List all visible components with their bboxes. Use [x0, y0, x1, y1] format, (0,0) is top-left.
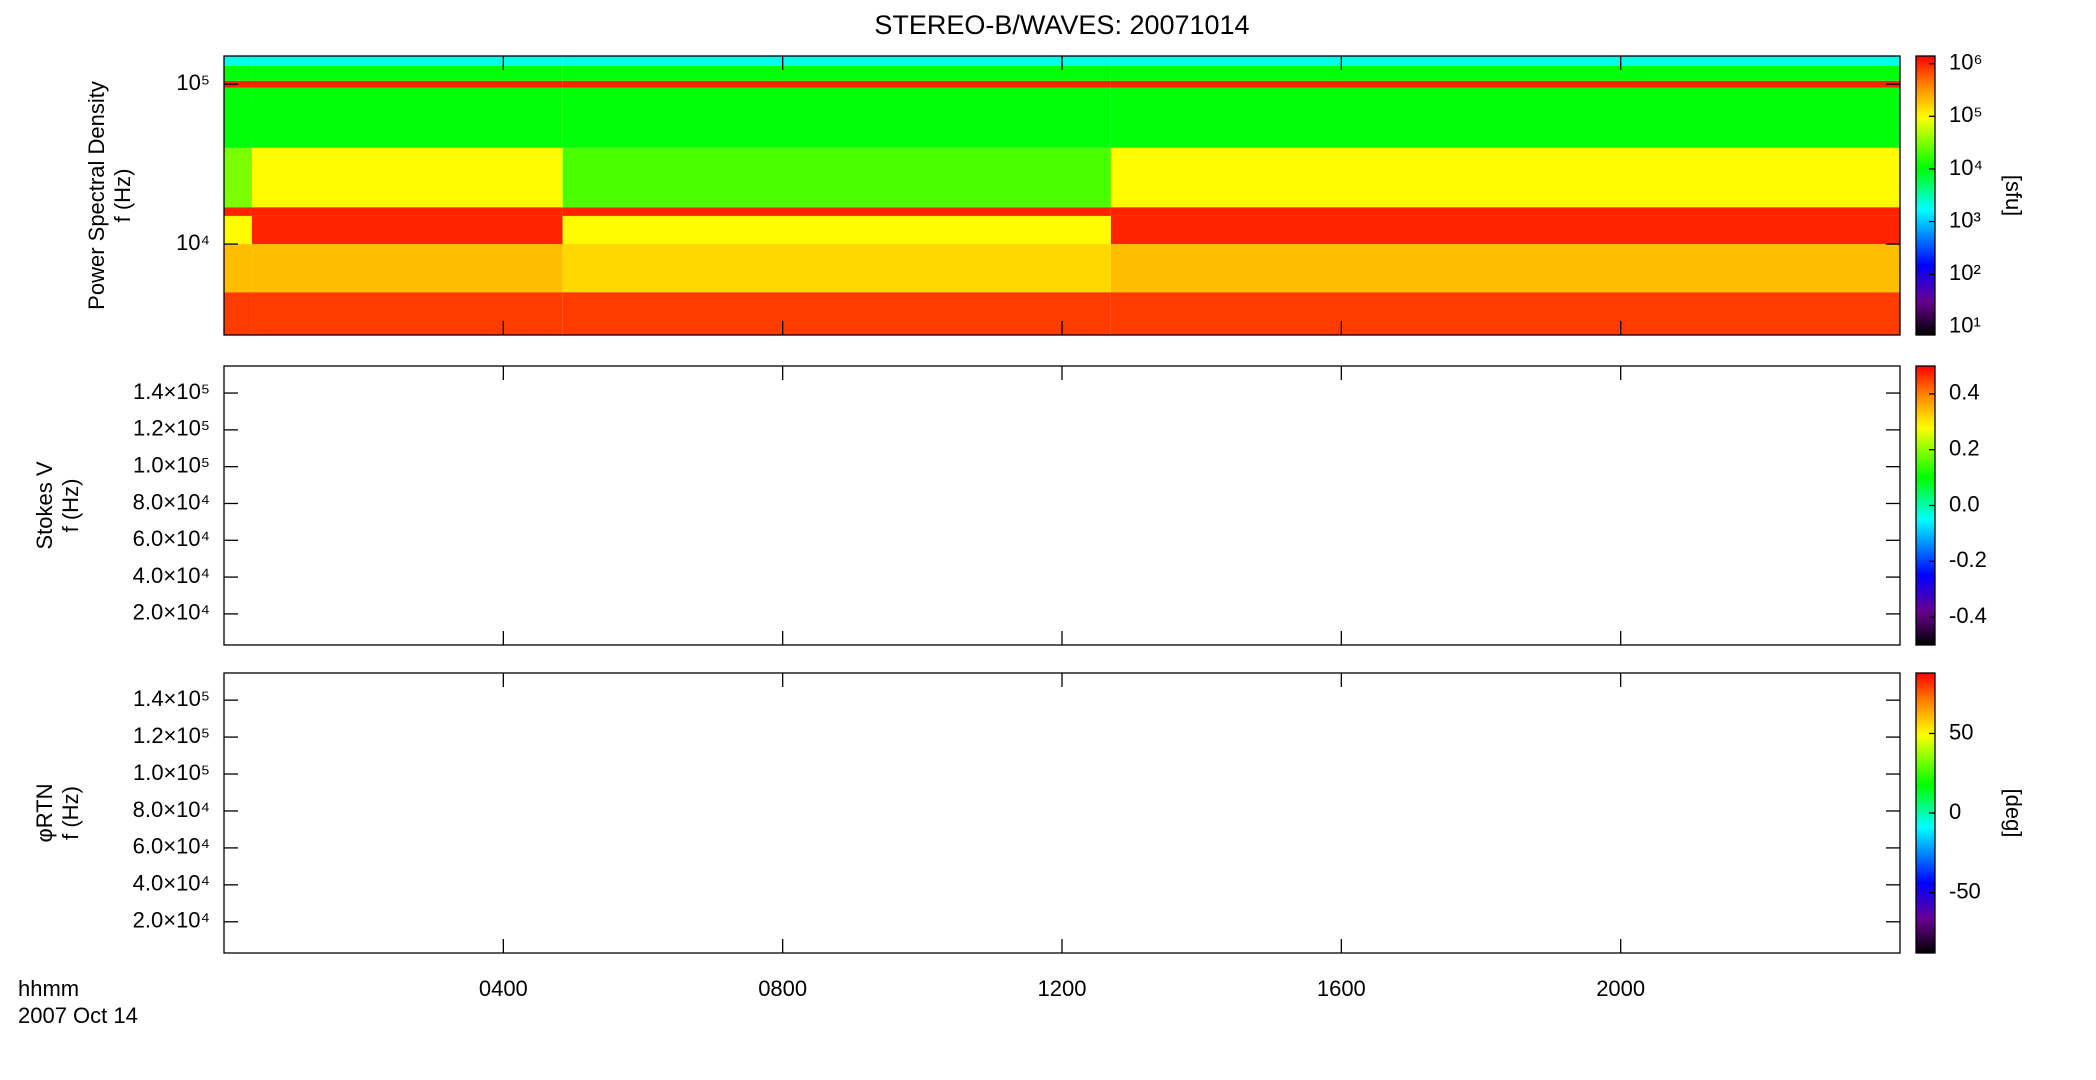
heatmap-cell — [1110, 65, 1900, 81]
y-tick-label: 10⁵ — [176, 70, 210, 95]
heatmap-cell — [1110, 87, 1900, 148]
date-label: 2007 Oct 14 — [18, 1003, 138, 1028]
heatmap-cell — [224, 292, 252, 335]
x-tick-label: 0800 — [758, 976, 807, 1001]
heatmap-cell — [562, 215, 1111, 245]
colorbar-tick-label: -0.2 — [1949, 547, 1987, 572]
y-tick-label: 6.0×10⁴ — [133, 834, 210, 859]
heatmap-cell — [251, 244, 563, 293]
y-tick-label: 1.4×10⁵ — [133, 686, 210, 711]
y-tick-label: 8.0×10⁴ — [133, 489, 210, 514]
colorbar-tick-label: 10¹ — [1949, 313, 1981, 338]
heatmap-cell — [224, 87, 252, 148]
y-tick-label: 2.0×10⁴ — [133, 908, 210, 933]
x-tick-label: 1600 — [1317, 976, 1366, 1001]
y-axis-title: Power Spectral Density — [84, 81, 109, 310]
y-axis-title: φRTN — [32, 783, 57, 842]
y-axis-title: f (Hz) — [110, 169, 135, 223]
y-axis-title: f (Hz) — [58, 479, 83, 533]
y-axis-title: Stokes V — [32, 461, 57, 549]
y-tick-label: 1.0×10⁵ — [133, 760, 210, 785]
heatmap-cell — [251, 215, 563, 245]
heatmap-cell — [251, 147, 563, 208]
x-tick-label: 1200 — [1038, 976, 1087, 1001]
heatmap-cell — [1110, 244, 1900, 293]
heatmap-cell — [562, 147, 1111, 208]
y-axis-title: f (Hz) — [58, 786, 83, 840]
colorbar-tick-label: 10⁴ — [1949, 155, 1983, 180]
heatmap-cell — [562, 80, 1111, 88]
y-tick-label: 1.2×10⁵ — [133, 723, 210, 748]
x-tick-label: 2000 — [1596, 976, 1645, 1001]
heatmap-cell — [251, 207, 563, 216]
heatmap-cell — [224, 244, 252, 293]
y-tick-label: 4.0×10⁴ — [133, 563, 210, 588]
heatmap-cell — [1110, 207, 1900, 216]
y-tick-label: 1.2×10⁵ — [133, 416, 210, 441]
heatmap-cell — [562, 65, 1111, 81]
heatmap-cell — [251, 292, 563, 335]
colorbar-tick-label: 10⁵ — [1949, 102, 1983, 127]
y-tick-label: 1.0×10⁵ — [133, 452, 210, 477]
colorbar-tick-label: -50 — [1949, 878, 1981, 903]
colorbar-tick-label: 0.4 — [1949, 380, 1980, 405]
heatmap-cell — [251, 87, 563, 148]
x-tick-label: 0400 — [479, 976, 528, 1001]
colorbar — [1915, 55, 1936, 336]
heatmap-cell — [562, 56, 1111, 66]
colorbar-tick-label: 10⁶ — [1949, 50, 1983, 75]
heatmap-cell — [562, 244, 1111, 293]
y-tick-label: 1.4×10⁵ — [133, 379, 210, 404]
colorbar-tick-label: 50 — [1949, 719, 1973, 744]
heatmap-cell — [224, 56, 252, 66]
heatmap-cell — [1110, 80, 1900, 88]
heatmap-cell — [224, 65, 252, 81]
colorbar-tick-label: -0.4 — [1949, 603, 1987, 628]
heatmap-cell — [1110, 56, 1900, 66]
colorbar-tick-label: 10³ — [1949, 207, 1981, 232]
colorbar-tick-label: 0.2 — [1949, 436, 1980, 461]
heatmap-cell — [1110, 147, 1900, 208]
colorbar-tick-label: 0.0 — [1949, 491, 1980, 516]
heatmap-cell — [1110, 292, 1900, 335]
plot-frame — [223, 672, 1901, 954]
y-tick-label: 2.0×10⁴ — [133, 600, 210, 625]
y-tick-label: 8.0×10⁴ — [133, 797, 210, 822]
heatmap-cell — [224, 207, 252, 216]
heatmap-cell — [251, 80, 563, 88]
colorbar-title: [sfu] — [2001, 175, 2026, 217]
y-tick-label: 6.0×10⁴ — [133, 526, 210, 551]
x-axis-title: hhmm — [18, 976, 79, 1001]
colorbar-tick-label: 10² — [1949, 260, 1981, 285]
heatmap-cell — [562, 87, 1111, 148]
heatmap-cell — [251, 56, 563, 66]
plot-frame — [223, 365, 1901, 646]
colorbar-tick-label: 0 — [1949, 799, 1961, 824]
heatmap-cell — [562, 207, 1111, 216]
heatmap-cell — [1110, 215, 1900, 245]
y-tick-label: 10⁴ — [176, 230, 210, 255]
heatmap-cell — [224, 215, 252, 245]
heatmap-cell — [224, 147, 252, 208]
heatmap-cell — [562, 292, 1111, 335]
colorbar-title: [deg] — [2001, 789, 2026, 838]
heatmap-cell — [251, 65, 563, 81]
y-tick-label: 4.0×10⁴ — [133, 871, 210, 896]
chart-title: STEREO-B/WAVES: 20071014 — [874, 10, 1249, 40]
